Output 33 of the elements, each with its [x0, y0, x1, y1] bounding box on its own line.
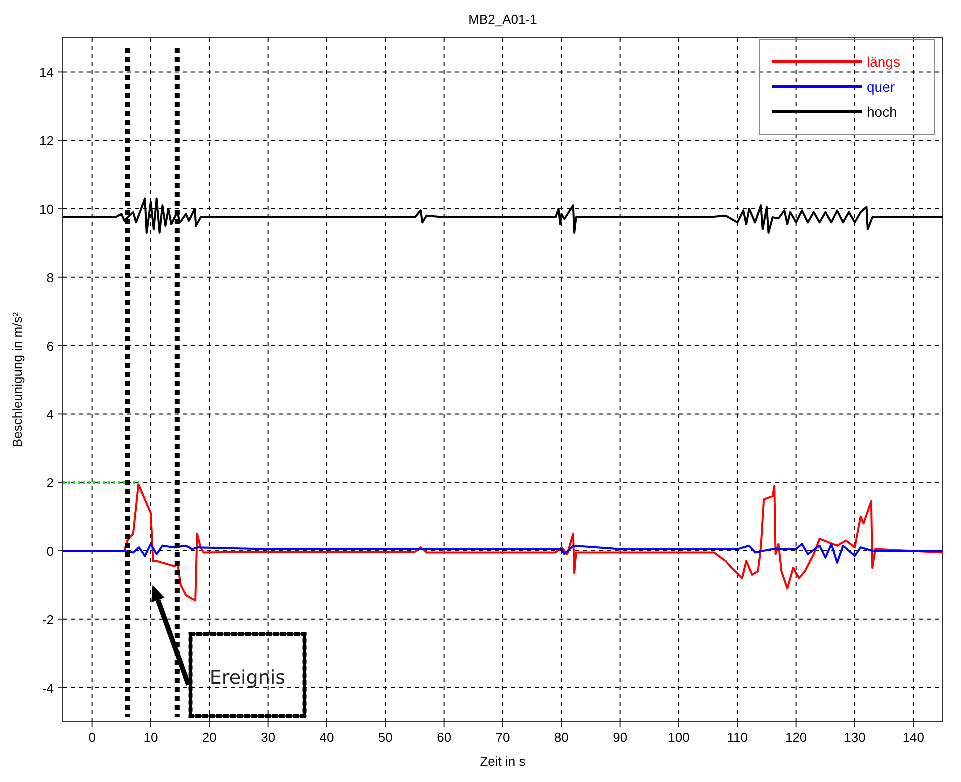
text: längs [867, 54, 900, 70]
x-tick-label: 30 [261, 730, 276, 745]
y-tick-label: -4 [42, 680, 54, 696]
x-tick-label: 70 [496, 730, 510, 745]
x-tick-label: 50 [378, 730, 393, 745]
line-series [62, 543, 944, 564]
y-tick-label: 12 [40, 134, 54, 149]
chart-title: MB2_A01-1 [468, 12, 538, 27]
x-tick-label: 60 [437, 730, 452, 745]
x-tick-label: 110 [727, 730, 748, 745]
x-tick-label: 100 [668, 730, 690, 745]
x-tick-label: 10 [144, 730, 158, 745]
y-tick-label: 14 [40, 65, 54, 80]
y-tick-label: 4 [46, 407, 54, 422]
y-tick-label: 10 [40, 202, 54, 217]
text: hoch [867, 104, 898, 120]
y-tick-label: 6 [46, 338, 54, 354]
y-axis-title: Beschleunigung in m/s² [10, 312, 25, 448]
annotation: Ereignis [210, 667, 286, 690]
x-tick-label: 0 [88, 730, 96, 745]
text: quer [867, 79, 896, 95]
y-tick-label: -2 [42, 612, 54, 628]
y-tick-label: 0 [46, 544, 54, 559]
x-tick-label: 20 [202, 730, 217, 745]
x-tick-label: 40 [320, 730, 334, 745]
x-tick-label: 130 [844, 730, 866, 745]
x-tick-label: 90 [613, 730, 628, 745]
y-tick-label: 8 [46, 270, 54, 286]
x-tick-label: 120 [785, 730, 808, 745]
x-tick-label: 80 [554, 730, 569, 745]
x-tick-label: 140 [902, 730, 925, 745]
y-tick-label: 2 [46, 476, 54, 491]
x-axis-title: Zeit in s [480, 754, 526, 769]
